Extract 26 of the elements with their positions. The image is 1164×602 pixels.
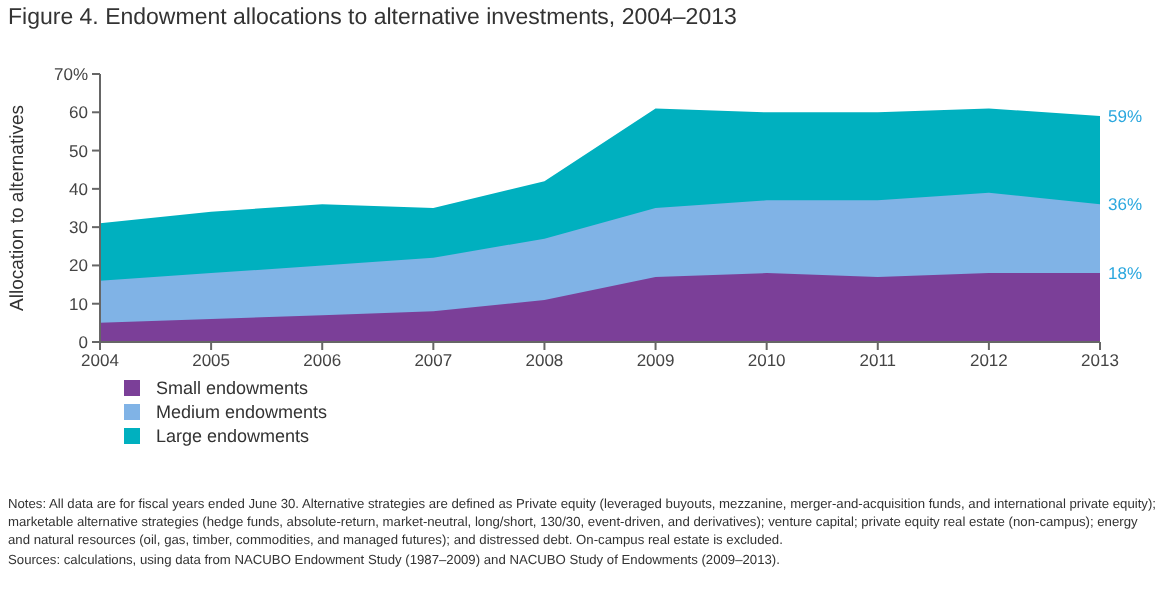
data-label: 18% — [1108, 263, 1143, 284]
y-tick-label: 0 — [78, 332, 89, 353]
data-label: 36% — [1108, 194, 1143, 215]
y-axis-title: Allocation to alternatives — [6, 104, 29, 311]
y-tick-label: 30 — [69, 217, 89, 238]
x-tick-label: 2004 — [81, 350, 120, 371]
y-tick-label: 60 — [69, 102, 89, 123]
y-tick-label: 70% — [53, 64, 89, 85]
x-tick-label: 2010 — [747, 350, 787, 371]
x-tick-label: 2013 — [1081, 350, 1120, 371]
x-tick-label: 2009 — [636, 350, 675, 371]
legend-label: Small endowments — [156, 378, 309, 398]
x-tick-label: 2012 — [969, 350, 1009, 371]
x-tick-label: 2008 — [525, 350, 564, 371]
chart-title: Figure 4. Endowment allocations to alternative investments, 2004–2013 — [6, 4, 739, 34]
y-tick-label: 10 — [69, 293, 89, 314]
legend-label: Medium endowments — [156, 402, 328, 422]
data-label: 59% — [1108, 106, 1143, 127]
x-tick-label: 2007 — [414, 350, 453, 371]
y-tick-label: 20 — [69, 255, 89, 276]
y-tick-label: 50 — [69, 140, 89, 161]
x-tick-label: 2006 — [303, 350, 342, 371]
x-tick-label: 2011 — [859, 350, 897, 371]
x-tick-label: 2005 — [192, 350, 231, 371]
y-tick-label: 40 — [69, 178, 89, 199]
legend-label: Large endowments — [156, 426, 310, 446]
